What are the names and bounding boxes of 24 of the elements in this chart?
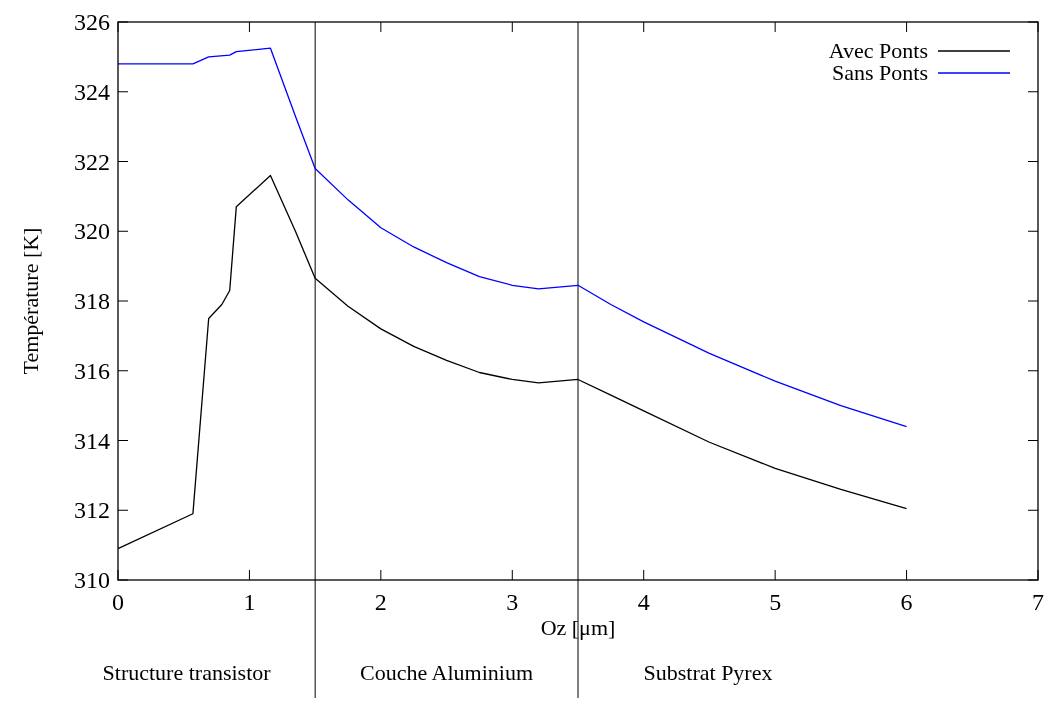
y-tick-label: 322 (74, 148, 110, 175)
x-tick-label: 2 (374, 589, 387, 615)
y-tick-label: 318 (74, 288, 110, 314)
y-axis-title: Température [K] (18, 227, 43, 375)
y-tick-label: 324 (74, 78, 110, 105)
legend-label: Avec Ponts (828, 38, 928, 63)
y-tick-label: 312 (74, 497, 110, 524)
x-tick-label: 0 (112, 589, 124, 615)
y-tick-label: 320 (74, 218, 110, 245)
x-tick-label: 7 (1032, 589, 1044, 615)
x-tick-label: 5 (769, 589, 782, 615)
x-tick-label: 4 (637, 589, 650, 615)
y-tick-label: 310 (74, 567, 110, 593)
y-tick-label: 326 (74, 9, 110, 35)
text: Couche Aluminium (360, 660, 534, 685)
x-tick-label: 6 (900, 589, 913, 615)
text: Substrat Pyrex (643, 660, 773, 685)
x-tick-label: 3 (506, 589, 519, 615)
x-tick-label: 1 (243, 589, 256, 615)
text: Structure transistor (102, 660, 272, 685)
y-tick-label: 314 (74, 427, 110, 454)
legend-label: Sans Ponts (832, 60, 928, 85)
x-axis-title: Oz [μm] (540, 615, 616, 640)
y-tick-label: 316 (74, 357, 110, 384)
